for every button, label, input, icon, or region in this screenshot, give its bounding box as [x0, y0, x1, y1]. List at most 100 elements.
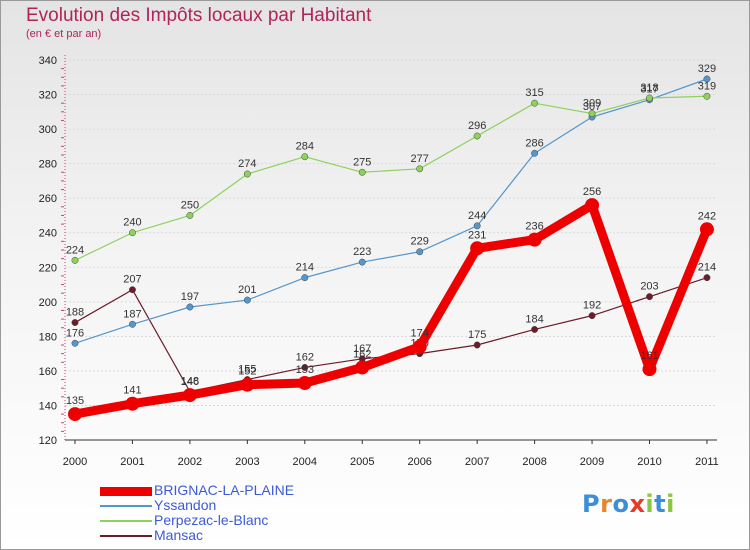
data-label: 152	[238, 366, 256, 378]
logo-letter: r	[600, 490, 613, 518]
y-tick-label: 160	[39, 366, 57, 378]
y-tick-label: 200	[39, 297, 57, 309]
data-point	[182, 388, 197, 403]
data-point	[129, 320, 136, 328]
legend-swatch	[100, 535, 152, 537]
data-label: 187	[123, 308, 141, 320]
data-label: 176	[66, 327, 84, 339]
data-label: 192	[583, 300, 601, 312]
data-label: 146	[181, 376, 199, 388]
data-label: 203	[640, 281, 658, 293]
y-tick-label: 240	[39, 228, 57, 240]
data-label: 284	[296, 141, 314, 153]
data-label: 317	[640, 84, 658, 96]
data-label: 214	[296, 262, 314, 274]
data-point	[531, 99, 539, 107]
data-point	[585, 198, 600, 213]
logo-letter: i	[666, 490, 675, 518]
series-line	[74, 78, 708, 344]
logo-letter: x	[629, 490, 646, 518]
data-point	[129, 286, 136, 294]
data-point	[125, 396, 140, 411]
y-tick-label: 220	[39, 262, 57, 274]
x-tick-label: 2006	[407, 456, 431, 468]
legend-label: Perpezac-le-Blanc	[154, 512, 269, 528]
data-point	[412, 339, 427, 354]
data-point	[703, 274, 711, 282]
data-point	[588, 312, 596, 320]
data-label: 161	[640, 350, 658, 362]
data-label: 329	[698, 63, 716, 75]
data-point	[703, 75, 711, 83]
data-label: 315	[525, 87, 543, 99]
x-tick-label: 2002	[178, 456, 202, 468]
data-point	[416, 248, 424, 256]
data-point	[68, 407, 82, 422]
data-label: 309	[583, 98, 601, 110]
logo-letter: t	[654, 490, 667, 518]
chart-title: Evolution des Impôts locaux par Habitant	[26, 5, 372, 26]
data-point	[243, 170, 251, 178]
data-point	[71, 256, 79, 264]
legend-label: BRIGNAC-LA-PLAINE	[154, 482, 295, 498]
data-point	[186, 212, 194, 219]
data-label: 286	[525, 137, 543, 149]
y-tick-label: 180	[39, 331, 57, 343]
data-label: 174	[411, 328, 429, 340]
data-label: 153	[296, 364, 314, 376]
data-label: 197	[181, 291, 199, 303]
y-tick-label: 140	[39, 400, 57, 412]
data-label: 175	[468, 329, 486, 341]
data-point	[646, 293, 653, 301]
data-point	[699, 222, 714, 237]
x-tick-label: 2005	[350, 456, 374, 468]
data-point	[71, 319, 79, 326]
x-tick-label: 2003	[235, 456, 259, 468]
data-label: 162	[296, 351, 314, 363]
legend-swatch	[100, 520, 152, 522]
proxiti-logo: Proxiti	[582, 490, 675, 518]
series-perpezac-le-blanc: 224 240 250 274 284 275 277 296 315 309 318 319	[66, 80, 716, 264]
series-line	[70, 200, 712, 419]
data-point	[186, 303, 194, 311]
data-point	[355, 360, 370, 375]
data-point	[358, 168, 366, 176]
data-label: 307	[583, 101, 601, 113]
data-label: 244	[468, 210, 486, 222]
data-label: 135	[66, 395, 84, 407]
y-tick-label: 120	[39, 435, 57, 447]
data-label: 201	[238, 284, 256, 296]
data-label: 231	[468, 229, 486, 241]
data-point	[473, 222, 481, 230]
data-label: 236	[525, 221, 543, 233]
x-tick-label: 2004	[293, 456, 317, 468]
data-label: 256	[583, 186, 601, 198]
data-label: 162	[353, 348, 371, 360]
data-point	[301, 153, 309, 161]
x-tick-label: 2010	[637, 456, 661, 468]
logo-letter: P	[582, 490, 601, 518]
data-point	[243, 296, 251, 304]
x-tick-label: 2001	[120, 456, 144, 468]
data-point	[297, 376, 312, 390]
y-tick-label: 300	[39, 124, 57, 136]
data-point	[527, 232, 542, 247]
data-point	[129, 229, 136, 237]
data-point	[703, 92, 711, 100]
series-yssandon: 176 187 197 201 214 223 229 244 286 307 317 329	[66, 63, 716, 347]
y-tick-label: 340	[39, 55, 57, 67]
data-point	[473, 132, 481, 140]
data-label: 167	[353, 343, 371, 355]
data-label: 223	[353, 246, 371, 258]
data-point	[358, 258, 366, 266]
x-tick-label: 2007	[465, 456, 489, 468]
data-point	[473, 341, 481, 349]
data-label: 240	[123, 217, 141, 229]
data-label: 242	[698, 210, 716, 222]
data-label: 274	[238, 158, 256, 170]
data-point	[642, 362, 657, 377]
data-point	[470, 241, 485, 256]
data-label: 319	[698, 80, 716, 92]
